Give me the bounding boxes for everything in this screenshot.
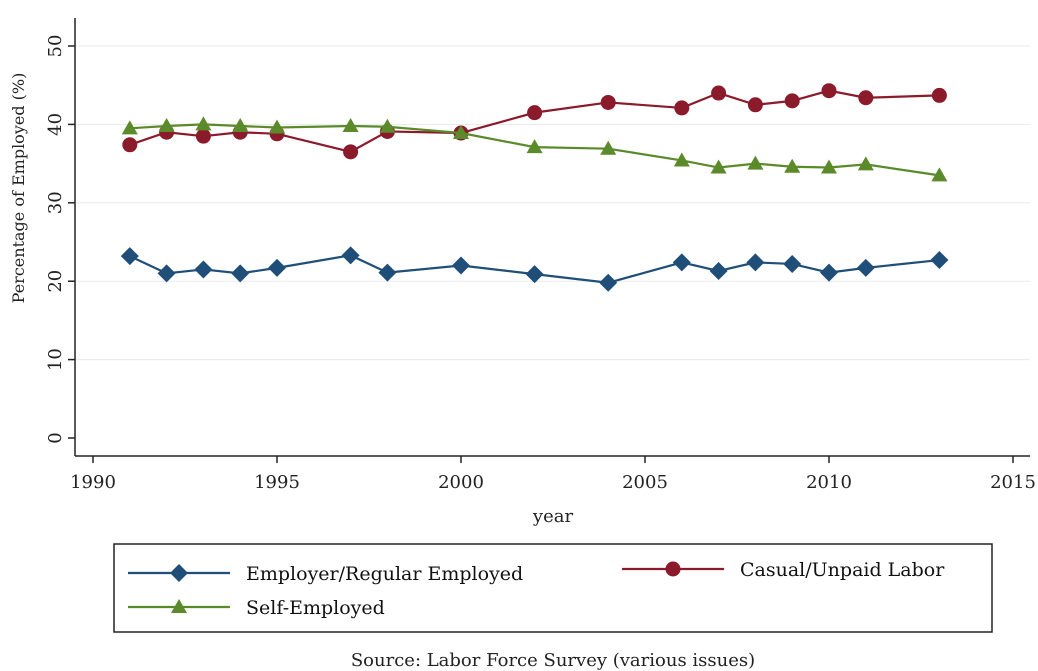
data-point: [600, 94, 616, 110]
legend-item: Self-Employed: [128, 597, 385, 619]
data-point: [674, 100, 690, 116]
data-point: [342, 117, 359, 132]
data-point: [122, 137, 138, 153]
series-1: [122, 83, 947, 160]
legend-label: Self-Employed: [246, 597, 385, 619]
data-point: [783, 254, 802, 273]
x-tick-label: 1990: [70, 472, 116, 493]
data-point: [710, 159, 727, 174]
data-point: [527, 105, 543, 121]
data-point: [747, 97, 763, 113]
data-point: [525, 265, 544, 284]
data-point: [158, 117, 175, 132]
data-point: [857, 156, 874, 171]
y-tick-label: 0: [45, 432, 66, 443]
data-point: [931, 167, 948, 182]
series-0: [120, 246, 949, 292]
data-point: [195, 128, 211, 144]
x-tick-label: 2000: [438, 472, 484, 493]
y-tick-label: 40: [45, 113, 66, 136]
data-point: [231, 264, 250, 283]
data-point: [856, 258, 875, 277]
x-tick-label: 2015: [990, 472, 1036, 493]
x-ticks: 1990 1995 2000 2005 2010 2015: [70, 456, 1036, 493]
data-point: [599, 273, 618, 292]
data-point: [268, 258, 286, 277]
data-point: [194, 260, 213, 279]
data-point: [526, 139, 543, 154]
data-point: [746, 253, 765, 272]
x-tick-label: 2010: [806, 472, 852, 493]
data-point: [453, 125, 469, 140]
data-point: [120, 247, 139, 266]
legend-label: Employer/Regular Employed: [246, 563, 523, 585]
legend-box: [113, 543, 993, 633]
x-tick-label: 1995: [254, 472, 300, 493]
legend-item: Employer/Regular Employed: [128, 563, 523, 585]
data-point: [931, 87, 947, 103]
data-point: [747, 155, 764, 170]
legend-marker: [170, 564, 188, 582]
data-point: [343, 144, 359, 160]
data-point: [269, 119, 285, 134]
data-point: [709, 262, 728, 281]
y-ticks: 0 10 20 30 40 50: [45, 35, 75, 444]
data-point: [784, 158, 801, 173]
data-point: [672, 253, 691, 272]
data-point: [673, 152, 690, 167]
data-point: [820, 263, 838, 282]
data-point: [858, 90, 874, 106]
y-tick-label: 50: [45, 35, 66, 58]
legend-marker: [665, 561, 681, 577]
legend-item: Casual/Unpaid Labor: [622, 559, 945, 581]
axes: [74, 18, 1030, 457]
data-point: [379, 118, 396, 133]
data-point: [232, 117, 249, 132]
source-note: Source: Labor Force Survey (various issu…: [351, 650, 755, 671]
legend-label: Casual/Unpaid Labor: [740, 559, 945, 581]
data-point: [195, 116, 212, 131]
data-point: [821, 83, 837, 99]
legend-marker: [171, 599, 187, 613]
data-point: [930, 251, 949, 270]
y-tick-label: 20: [45, 270, 66, 293]
y-axis-label: Percentage of Employed (%): [9, 73, 28, 304]
data-point: [711, 85, 727, 101]
y-tick-label: 30: [45, 191, 66, 214]
data-point: [452, 256, 470, 275]
data-point: [157, 264, 176, 283]
data-point: [378, 263, 397, 282]
grid-lines: [76, 45, 1030, 361]
x-tick-label: 2005: [622, 472, 668, 493]
data-point: [600, 140, 617, 155]
y-tick-label: 10: [45, 348, 66, 371]
legend: Employer/Regular Employed Casual/Unpaid L…: [113, 543, 993, 633]
data-point: [821, 159, 837, 174]
series-layer: [120, 83, 949, 292]
data-point: [341, 246, 360, 265]
series-2: [121, 116, 948, 182]
x-axis-label: year: [532, 506, 574, 527]
data-point: [784, 93, 800, 109]
data-point: [121, 120, 138, 135]
